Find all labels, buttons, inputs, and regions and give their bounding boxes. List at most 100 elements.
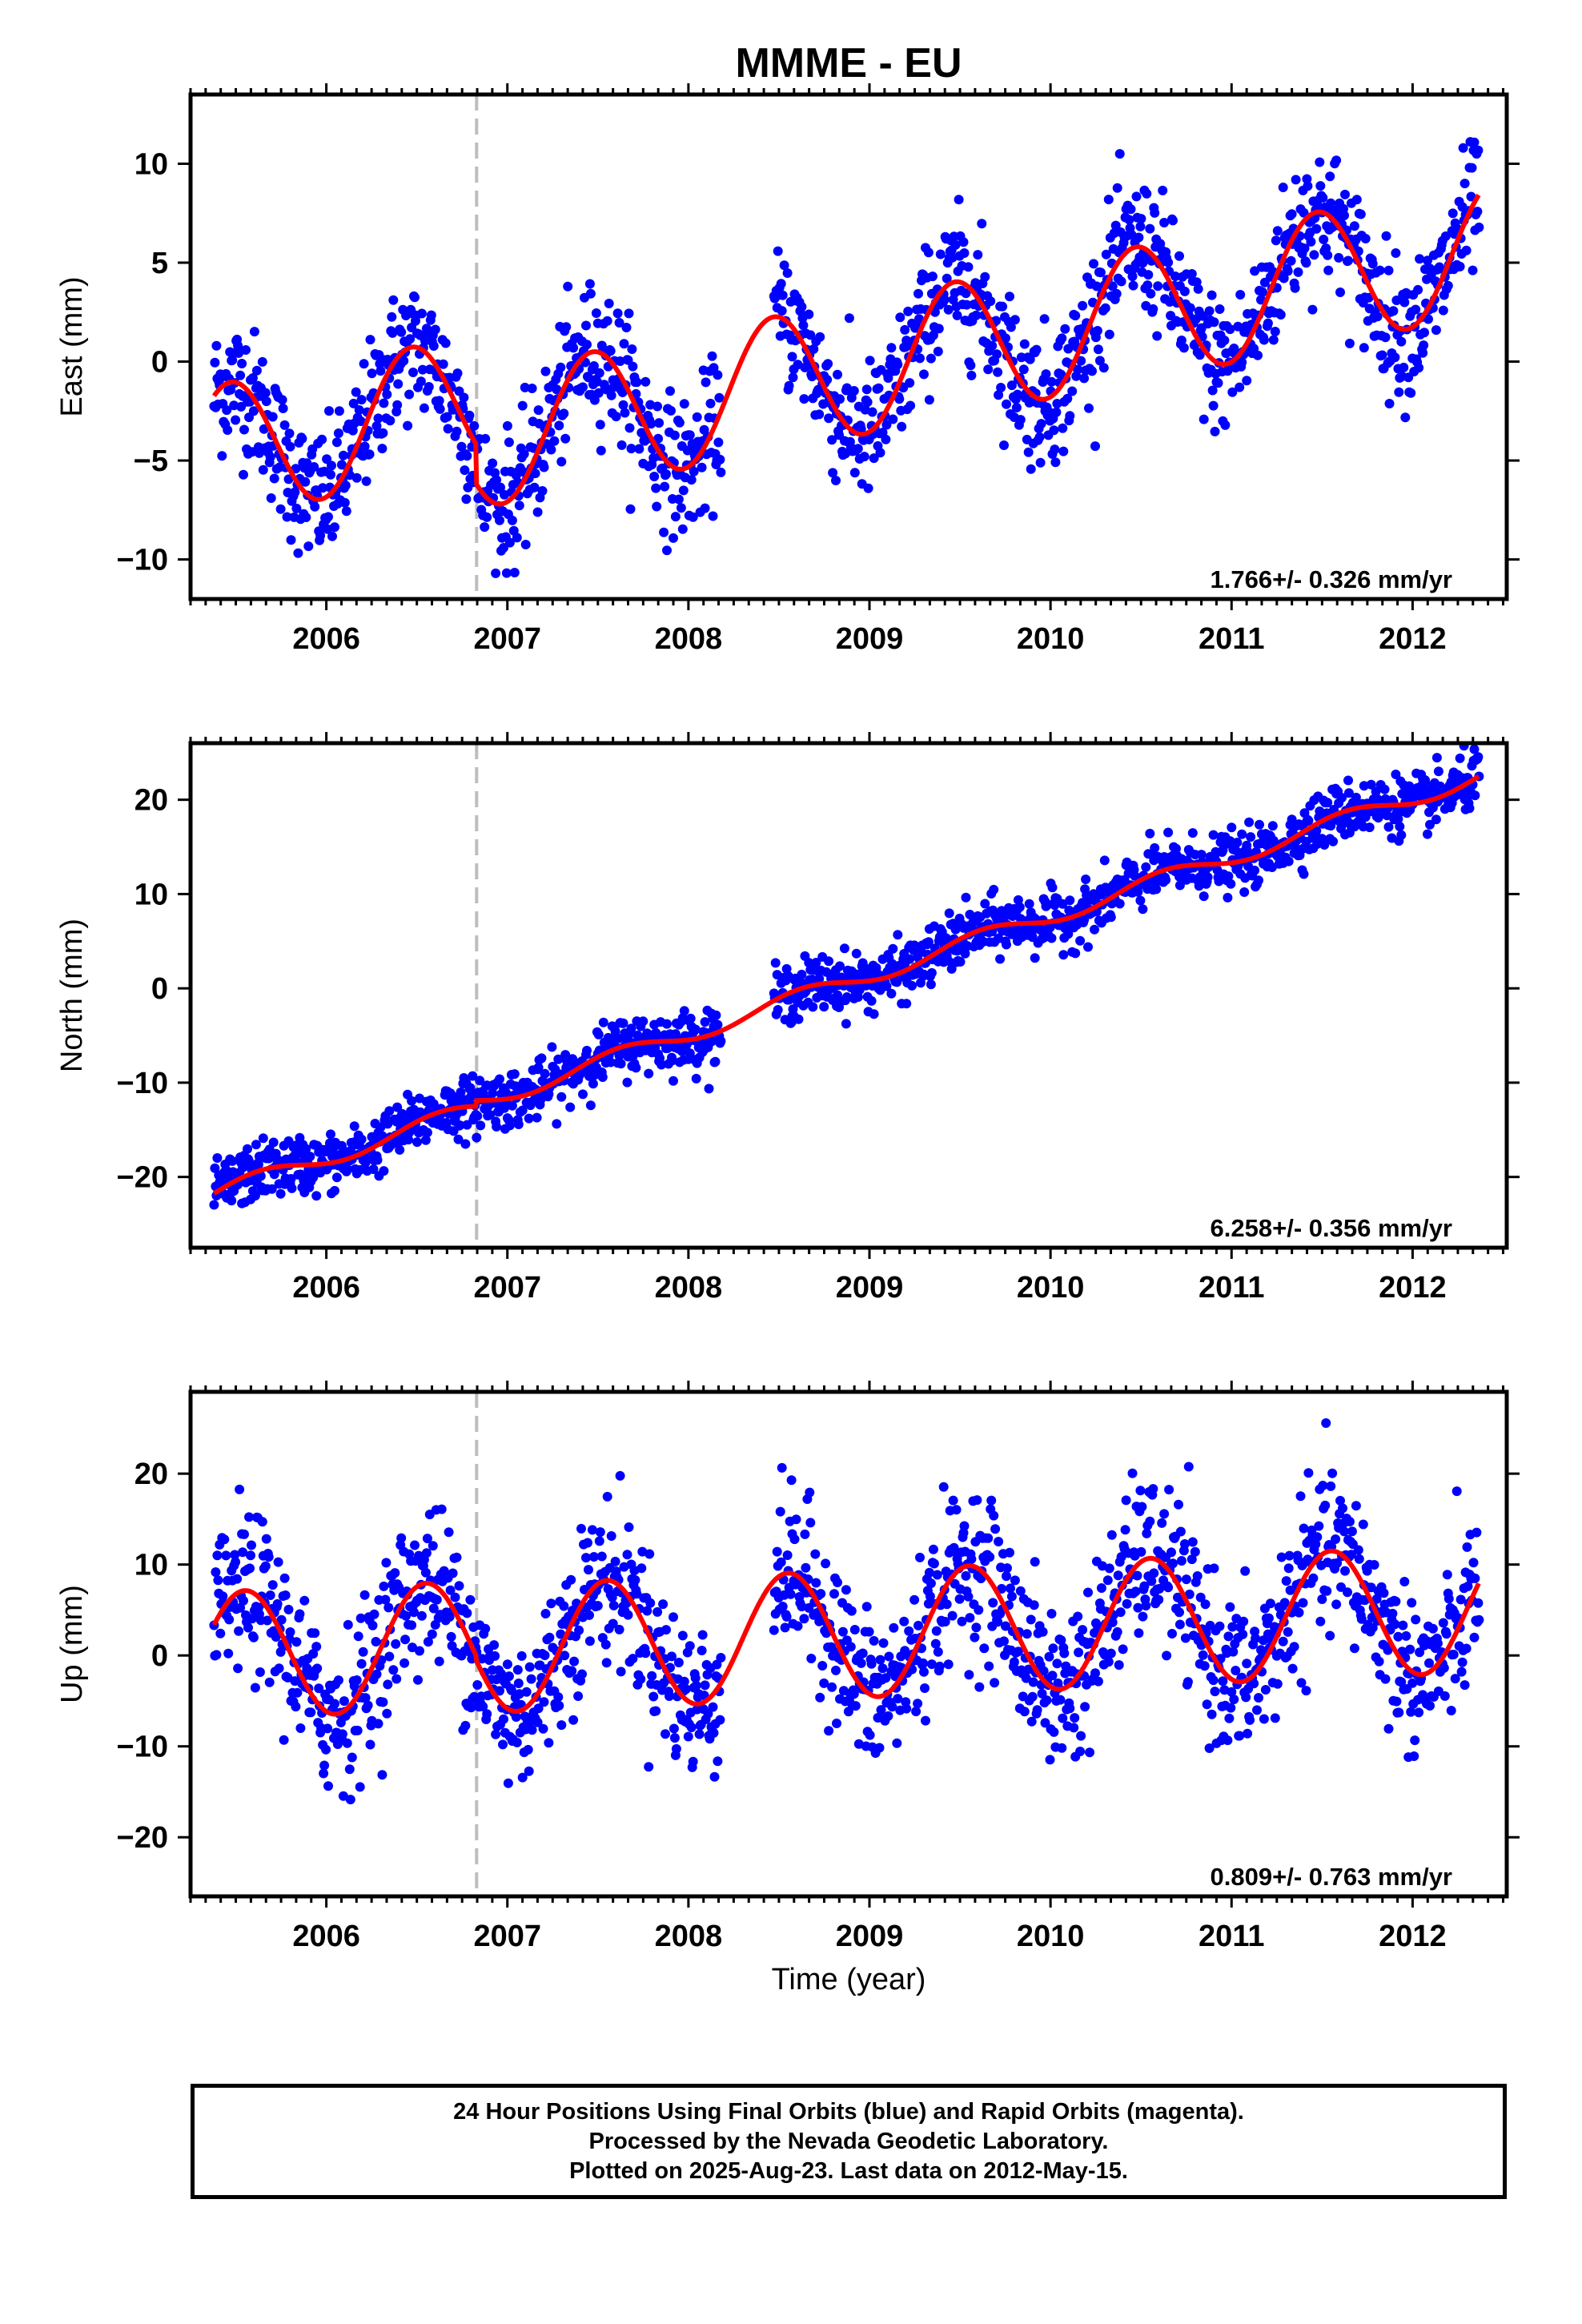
data-point xyxy=(1026,464,1036,474)
data-point xyxy=(1455,261,1465,271)
data-point xyxy=(594,1536,604,1546)
data-point xyxy=(1355,209,1366,219)
data-point xyxy=(886,988,897,999)
data-point xyxy=(789,1534,800,1545)
data-point xyxy=(1323,265,1334,275)
data-point xyxy=(399,356,409,366)
data-point xyxy=(532,507,543,517)
data-point xyxy=(517,1105,528,1116)
data-point xyxy=(1315,1616,1326,1626)
data-point xyxy=(578,382,588,392)
data-point xyxy=(781,1611,792,1622)
data-point xyxy=(1084,403,1094,413)
data-point xyxy=(556,1092,567,1102)
data-point xyxy=(983,1533,994,1543)
data-point xyxy=(1278,183,1288,192)
data-point xyxy=(1103,1657,1114,1667)
data-point xyxy=(1391,248,1401,258)
data-point xyxy=(1367,259,1378,269)
data-point xyxy=(342,1738,352,1748)
data-point xyxy=(923,247,934,258)
data-point xyxy=(1106,1530,1117,1540)
data-point xyxy=(966,1554,977,1564)
data-point xyxy=(1250,266,1260,276)
data-point xyxy=(275,504,286,514)
data-point xyxy=(661,1729,670,1739)
data-point xyxy=(1021,1673,1031,1683)
data-point xyxy=(791,1514,801,1525)
data-point xyxy=(348,398,359,408)
data-point xyxy=(619,339,629,349)
data-point xyxy=(517,1772,528,1783)
data-point xyxy=(1309,250,1319,260)
data-point xyxy=(434,1656,444,1667)
data-point xyxy=(661,469,671,479)
data-point xyxy=(1415,1647,1425,1658)
data-point xyxy=(1181,1574,1191,1585)
data-point xyxy=(1006,380,1017,391)
data-point xyxy=(290,487,300,497)
data-point xyxy=(1423,314,1433,324)
data-point xyxy=(416,376,426,387)
data-point xyxy=(224,1614,235,1625)
data-point xyxy=(797,969,807,979)
data-point xyxy=(862,397,873,408)
data-point xyxy=(338,450,348,460)
data-point xyxy=(556,1629,566,1639)
data-point xyxy=(935,249,946,259)
data-point xyxy=(1468,265,1478,275)
data-point xyxy=(612,308,623,319)
data-point xyxy=(924,1567,934,1578)
data-point xyxy=(971,310,982,320)
data-point xyxy=(943,1659,954,1670)
data-point xyxy=(1340,189,1350,199)
data-point xyxy=(495,515,504,525)
data-point xyxy=(1060,324,1070,334)
data-point xyxy=(622,1077,632,1088)
data-point xyxy=(582,340,592,350)
data-point xyxy=(1093,344,1103,355)
data-point xyxy=(489,1640,500,1651)
data-point xyxy=(1380,1674,1391,1684)
data-point xyxy=(660,481,670,492)
data-point xyxy=(359,1590,370,1600)
data-point xyxy=(1070,1713,1080,1723)
data-point xyxy=(892,1738,902,1748)
data-point xyxy=(326,469,335,480)
data-point xyxy=(1079,373,1090,384)
data-point xyxy=(539,1697,549,1707)
data-point xyxy=(537,486,548,496)
data-point xyxy=(524,1766,534,1776)
data-point xyxy=(1094,356,1105,366)
data-point xyxy=(602,1491,612,1502)
y-tick-label: 5 xyxy=(151,247,168,280)
data-point xyxy=(1339,1526,1349,1537)
data-point xyxy=(1460,1680,1470,1691)
data-point xyxy=(396,1533,407,1543)
data-point xyxy=(952,310,962,320)
data-point xyxy=(831,476,841,485)
data-point xyxy=(239,469,248,480)
data-point xyxy=(1272,226,1283,236)
data-point xyxy=(311,1642,322,1652)
data-point xyxy=(469,420,480,431)
data-point xyxy=(966,360,976,371)
data-point xyxy=(677,1630,688,1641)
data-point xyxy=(773,246,783,256)
data-point xyxy=(1124,215,1134,225)
data-point xyxy=(844,313,854,324)
data-point xyxy=(488,1088,498,1098)
data-point xyxy=(393,379,404,389)
data-point xyxy=(498,1739,508,1750)
data-point xyxy=(1334,252,1344,263)
data-point xyxy=(299,1595,310,1606)
data-point xyxy=(1414,1707,1424,1718)
data-point xyxy=(989,884,999,895)
data-point xyxy=(434,396,444,406)
data-point xyxy=(1103,195,1114,205)
data-point xyxy=(544,1738,554,1748)
data-point xyxy=(853,992,863,1002)
data-point xyxy=(826,1642,837,1652)
model-curve-east xyxy=(211,193,1481,507)
data-point xyxy=(452,426,462,436)
